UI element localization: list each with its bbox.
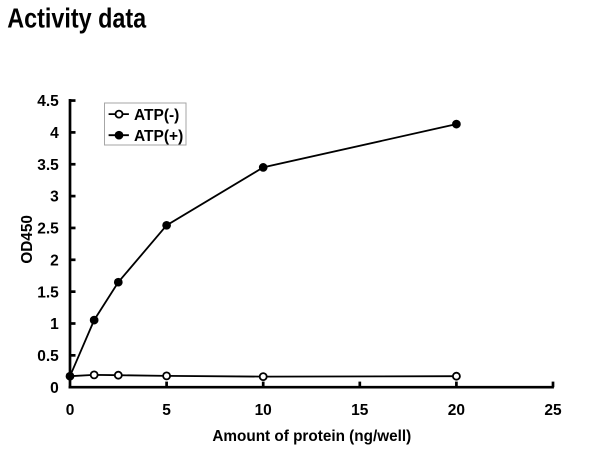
svg-text:4.5: 4.5 [37, 93, 59, 110]
svg-text:0: 0 [66, 402, 75, 419]
svg-text:0: 0 [50, 380, 59, 397]
svg-text:ATP(+): ATP(+) [134, 128, 183, 145]
svg-text:1.5: 1.5 [37, 284, 59, 301]
svg-text:OD450: OD450 [19, 215, 36, 263]
svg-text:0.5: 0.5 [37, 348, 59, 365]
svg-text:Amount of protein (ng/well): Amount of protein (ng/well) [212, 428, 411, 445]
svg-text:10: 10 [255, 402, 272, 419]
svg-text:20: 20 [448, 402, 465, 419]
svg-text:5: 5 [162, 402, 171, 419]
svg-text:3.5: 3.5 [37, 157, 59, 174]
svg-text:2: 2 [50, 252, 59, 269]
svg-text:4: 4 [50, 125, 59, 142]
svg-text:25: 25 [544, 402, 562, 419]
svg-text:15: 15 [351, 402, 369, 419]
svg-text:2.5: 2.5 [37, 221, 59, 238]
svg-text:3: 3 [50, 189, 59, 206]
svg-text:Activity data: Activity data [7, 3, 147, 34]
svg-text:ATP(-): ATP(-) [134, 107, 179, 124]
svg-text:1: 1 [50, 316, 59, 333]
